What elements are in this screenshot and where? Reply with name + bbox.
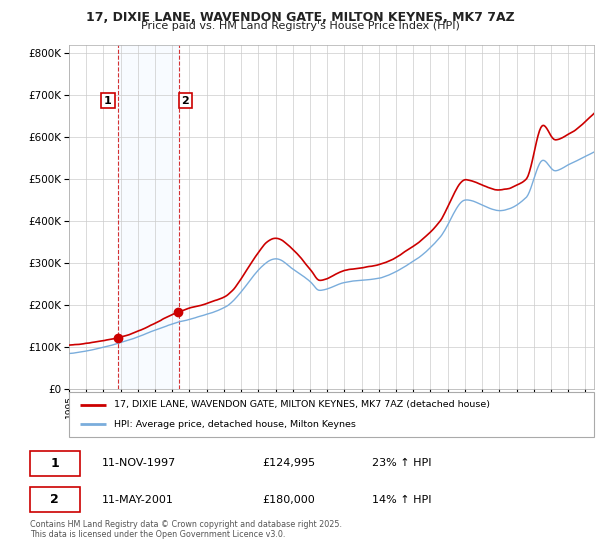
Text: 2: 2: [181, 96, 189, 106]
Text: 1: 1: [50, 457, 59, 470]
FancyBboxPatch shape: [30, 487, 80, 512]
Text: HPI: Average price, detached house, Milton Keynes: HPI: Average price, detached house, Milt…: [113, 420, 355, 429]
Text: 14% ↑ HPI: 14% ↑ HPI: [372, 495, 432, 505]
FancyBboxPatch shape: [69, 392, 594, 437]
Bar: [118, 45, 179, 389]
Text: £124,995: £124,995: [262, 459, 315, 468]
Text: 17, DIXIE LANE, WAVENDON GATE, MILTON KEYNES, MK7 7AZ: 17, DIXIE LANE, WAVENDON GATE, MILTON KE…: [86, 11, 514, 24]
Text: Price paid vs. HM Land Registry's House Price Index (HPI): Price paid vs. HM Land Registry's House …: [140, 21, 460, 31]
Text: £180,000: £180,000: [262, 495, 314, 505]
Text: 2: 2: [50, 493, 59, 506]
Text: 23% ↑ HPI: 23% ↑ HPI: [372, 459, 432, 468]
Text: 17, DIXIE LANE, WAVENDON GATE, MILTON KEYNES, MK7 7AZ (detached house): 17, DIXIE LANE, WAVENDON GATE, MILTON KE…: [113, 400, 490, 409]
Text: Contains HM Land Registry data © Crown copyright and database right 2025.
This d: Contains HM Land Registry data © Crown c…: [30, 520, 342, 539]
Text: 1: 1: [104, 96, 112, 106]
Text: 11-MAY-2001: 11-MAY-2001: [102, 495, 173, 505]
Text: 11-NOV-1997: 11-NOV-1997: [102, 459, 176, 468]
FancyBboxPatch shape: [30, 451, 80, 476]
